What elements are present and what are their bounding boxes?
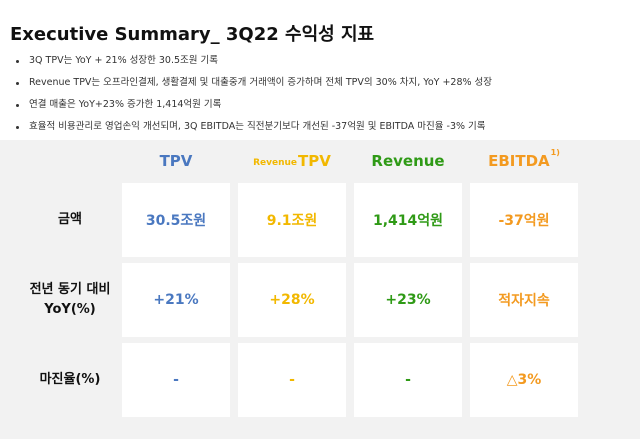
table-cell: △3%: [470, 343, 578, 417]
column-header-label: TPV: [298, 152, 331, 170]
cell-value: 적자지속: [498, 293, 550, 309]
table-cell: 적자지속: [470, 263, 578, 337]
table-cell: -: [354, 343, 462, 417]
column-header-label: EBITDA: [488, 152, 550, 170]
cell-value: -: [173, 372, 179, 388]
cell-value: 9.1조원: [266, 213, 318, 229]
column-header-label: Revenue: [371, 152, 445, 170]
column-header-ebitda: EBITDA 1): [470, 148, 578, 170]
bullet-item: 효율적 비용관리로 영업손익 개선되며, 3Q EBITDA는 직전분기보다 개…: [14, 116, 634, 138]
cell-value: -37억원: [498, 213, 550, 229]
table-cell: +23%: [354, 263, 462, 337]
cell-value: 30.5조원: [145, 213, 207, 229]
row-label-text: 마진율(%): [39, 372, 101, 387]
row-label-text: 전년 동기 대비: [29, 282, 111, 297]
row-label-text: 금액: [58, 212, 82, 227]
bullet-text: 연결 매출은 YoY+23% 증가한 1,414억원 기록: [29, 99, 222, 110]
bullet-item: 3Q TPV는 YoY + 21% 성장한 30.5조원 기록: [14, 50, 634, 72]
bullet-text: 효율적 비용관리로 영업손익 개선되며, 3Q EBITDA는 직전분기보다 개…: [29, 121, 486, 132]
bullet-item: Revenue TPV는 오프라인결제, 생활결제 및 대출중개 거래액이 증가…: [14, 72, 634, 94]
summary-bullets: 3Q TPV는 YoY + 21% 성장한 30.5조원 기록 Revenue …: [14, 50, 634, 138]
page-title: Executive Summary_ 3Q22 수익성 지표: [10, 24, 375, 45]
cell-value: 1,414억원: [372, 213, 444, 229]
column-header-tpv: TPV: [122, 150, 230, 170]
table-cell: 30.5조원: [122, 183, 230, 257]
bullet-dot-icon: [16, 81, 19, 85]
bullet-dot-icon: [16, 125, 19, 129]
table-cell: +21%: [122, 263, 230, 337]
cell-value: -: [289, 372, 295, 388]
cell-value: -: [405, 372, 411, 388]
bullet-text: Revenue TPV는 오프라인결제, 생활결제 및 대출중개 거래액이 증가…: [29, 77, 493, 88]
bullet-item: 연결 매출은 YoY+23% 증가한 1,414억원 기록: [14, 94, 634, 116]
cell-value: +28%: [269, 292, 315, 308]
cell-value: +21%: [153, 292, 199, 308]
table-cell: -: [238, 343, 346, 417]
table-cell: -37억원: [470, 183, 578, 257]
row-label-yoy: 전년 동기 대비 YoY(%): [20, 263, 120, 337]
bullet-text: 3Q TPV는 YoY + 21% 성장한 30.5조원 기록: [29, 55, 218, 66]
column-header-label: TPV: [159, 152, 193, 170]
column-header-prefix: Revenue: [253, 158, 298, 168]
cell-value: △3%: [506, 372, 542, 388]
bullet-dot-icon: [16, 59, 19, 63]
cell-value: +23%: [385, 292, 431, 308]
table-cell: +28%: [238, 263, 346, 337]
bullet-dot-icon: [16, 103, 19, 107]
row-label-margin: 마진율(%): [20, 343, 120, 417]
table-cell: 1,414억원: [354, 183, 462, 257]
footnote-marker: 1): [550, 148, 560, 157]
column-header-revenue: Revenue: [354, 150, 462, 170]
row-label-text: YoY(%): [44, 302, 96, 317]
table-cell: -: [122, 343, 230, 417]
column-header-revenue-tpv: Revenue TPV: [238, 150, 346, 170]
table-cell: 9.1조원: [238, 183, 346, 257]
row-label-amount: 금액: [20, 183, 120, 257]
